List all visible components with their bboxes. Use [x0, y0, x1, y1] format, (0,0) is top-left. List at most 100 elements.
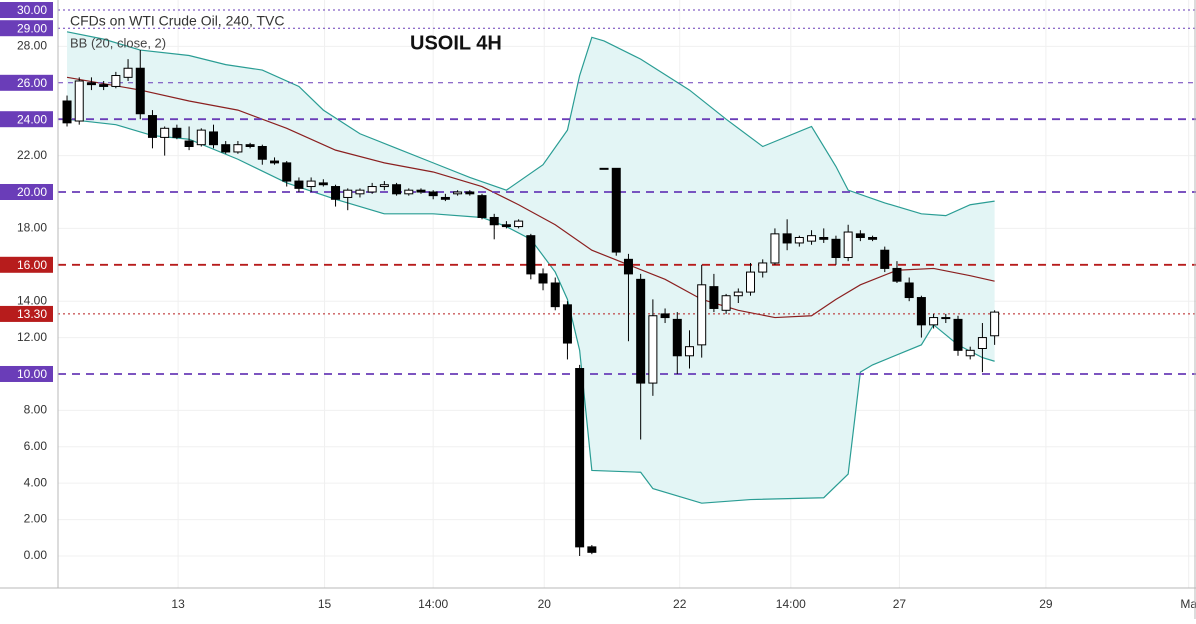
candle-body	[782, 233, 792, 244]
candle-body	[538, 273, 548, 284]
candle-body	[257, 145, 267, 160]
candle-body	[623, 258, 633, 275]
level-box	[0, 183, 53, 200]
x-tick-label: 27	[893, 597, 907, 611]
candle-body	[343, 189, 353, 198]
level-box	[0, 2, 53, 19]
candle-body	[184, 140, 194, 147]
candle-body	[672, 318, 682, 357]
candle-body	[160, 127, 170, 138]
level-label: 29.00	[17, 21, 47, 35]
candle-body	[575, 368, 585, 548]
candle-body	[123, 67, 133, 78]
candle-body	[587, 546, 597, 553]
x-tick-label: 15	[318, 597, 332, 611]
level-box	[0, 20, 53, 37]
candle-body	[819, 236, 829, 240]
x-tick-label: 22	[673, 597, 687, 611]
annotation: USOIL 4H	[410, 32, 502, 54]
candle-body	[953, 318, 963, 351]
candle-body	[86, 82, 96, 86]
candle-body	[172, 127, 182, 138]
band-fill	[67, 31, 995, 504]
y-tick-label: 8.00	[24, 403, 48, 417]
candle-body	[294, 180, 304, 189]
x-tick-label: 20	[538, 597, 552, 611]
candle-body	[807, 235, 817, 242]
candle-body	[880, 249, 890, 269]
candle-body	[648, 315, 658, 384]
candle-body	[135, 67, 145, 115]
candle-body	[831, 238, 841, 259]
y-tick-label: 18.00	[17, 221, 47, 235]
candle-body	[440, 196, 450, 200]
candle-body	[697, 284, 707, 346]
x-tick-label: 29	[1039, 597, 1053, 611]
candle-body	[758, 262, 768, 273]
band-line	[66, 76, 995, 319]
candle-body	[270, 160, 280, 164]
y-tick-label: 14.00	[17, 293, 47, 307]
candle-body	[660, 313, 670, 319]
candle-body	[892, 267, 902, 282]
candle-body	[733, 291, 743, 297]
candle-body	[355, 189, 365, 195]
candle-body	[965, 349, 975, 357]
candle-body	[453, 191, 463, 195]
candle-body	[843, 231, 853, 259]
y-tick-label: 28.00	[17, 39, 47, 53]
y-tick-label: 22.00	[17, 148, 47, 162]
candle-body	[855, 233, 865, 238]
candle-body	[489, 216, 499, 226]
candle-body	[562, 304, 572, 344]
candle-body	[501, 224, 511, 228]
x-tick-label: 13	[171, 597, 185, 611]
candle-body	[721, 295, 731, 311]
candle-body	[550, 282, 560, 308]
candle-body	[233, 144, 243, 153]
candle-body	[74, 80, 84, 122]
level-box	[0, 305, 53, 322]
candle-body	[282, 162, 292, 182]
level-label: 30.00	[17, 3, 47, 17]
candle-body	[916, 297, 926, 326]
level-label: 13.30	[17, 307, 47, 321]
candle-body	[636, 278, 646, 384]
candle-body	[599, 167, 609, 170]
level-box	[0, 256, 53, 273]
y-tick-label: 4.00	[24, 475, 48, 489]
candle-body	[367, 186, 377, 193]
candle-body	[318, 182, 328, 186]
candle-body	[746, 271, 756, 293]
indicator-label: BB (20, close, 2)	[70, 35, 166, 50]
candle-body	[526, 235, 536, 275]
x-tick-label: Ma	[1180, 597, 1196, 611]
candle-body	[147, 115, 157, 138]
level-box	[0, 74, 53, 91]
candle-body	[794, 236, 804, 244]
level-label: 24.00	[17, 112, 47, 126]
candle-body	[611, 167, 621, 253]
candle-body	[221, 144, 231, 153]
candle-body	[404, 189, 414, 195]
candle-body	[111, 75, 121, 87]
candle-body	[868, 236, 878, 240]
candle-body	[477, 195, 487, 218]
candle-body	[465, 191, 475, 195]
candle-body	[196, 129, 206, 146]
level-label: 10.00	[17, 367, 47, 381]
band-line	[66, 31, 995, 217]
candle-body	[392, 184, 402, 195]
candle-body	[709, 286, 719, 309]
level-label: 20.00	[17, 185, 47, 199]
candle-body	[684, 346, 694, 357]
candle-body	[929, 317, 939, 326]
level-label: 16.00	[17, 258, 47, 272]
x-tick-label: 14:00	[418, 597, 448, 611]
chart-title: CFDs on WTI Crude Oil, 240, TVC	[70, 13, 284, 29]
candle-body	[379, 184, 389, 188]
candle-body	[941, 317, 951, 320]
candle-body	[99, 84, 109, 87]
level-box	[0, 365, 53, 382]
y-tick-label: 0.00	[24, 548, 48, 562]
